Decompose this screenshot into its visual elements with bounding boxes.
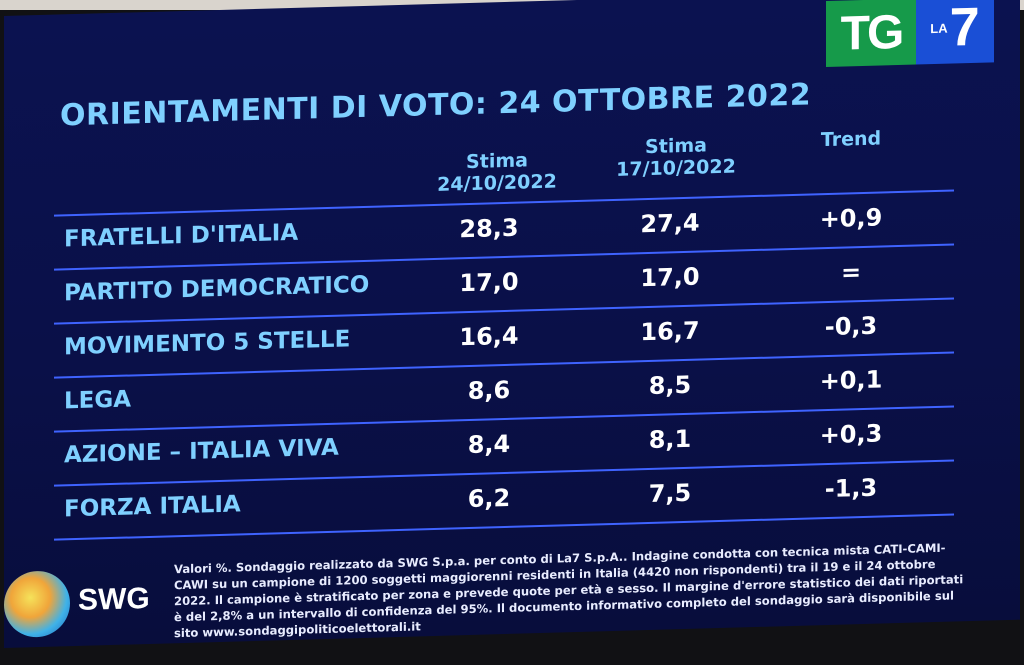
column-header-trend: Trend bbox=[820, 127, 882, 152]
value-previous: 27,4 bbox=[640, 208, 700, 239]
value-current: 8,6 bbox=[467, 375, 511, 406]
party-name: FORZA ITALIA bbox=[64, 491, 241, 523]
value-previous: 17,0 bbox=[640, 262, 700, 293]
value-trend: +0,1 bbox=[819, 365, 883, 396]
results-table: FRATELLI D'ITALIA 28,3 27,4 +0,9 PARTITO… bbox=[54, 189, 954, 541]
value-previous: 16,7 bbox=[640, 316, 700, 347]
column-header-current: Stima 24/10/2022 bbox=[422, 148, 572, 196]
value-trend: +0,9 bbox=[819, 203, 883, 234]
value-trend: -0,3 bbox=[824, 311, 878, 342]
column-header-current-line2: 24/10/2022 bbox=[437, 170, 557, 196]
party-name: FRATELLI D'ITALIA bbox=[64, 219, 299, 253]
party-name: MOVIMENTO 5 STELLE bbox=[64, 326, 351, 361]
tv-screen: TG LA 7 ORIENTAMENTI DI VOTO: 24 OTTOBRE… bbox=[4, 0, 1020, 649]
value-current: 8,4 bbox=[467, 429, 511, 460]
value-trend: -1,3 bbox=[824, 473, 878, 504]
column-header-previous-line2: 17/10/2022 bbox=[616, 155, 736, 181]
la7-logo: LA 7 bbox=[916, 0, 994, 65]
swg-brand: SWG bbox=[78, 581, 150, 617]
tg-logo-text: TG bbox=[840, 5, 902, 61]
party-name: PARTITO DEMOCRATICO bbox=[64, 271, 370, 307]
value-previous: 7,5 bbox=[648, 478, 692, 508]
la7-logo-seven: 7 bbox=[949, 0, 980, 58]
la7-logo-la: LA bbox=[930, 20, 948, 36]
value-current: 16,4 bbox=[459, 321, 519, 352]
swg-globe-icon bbox=[4, 570, 70, 638]
page-title: ORIENTAMENTI DI VOTO: 24 OTTOBRE 2022 bbox=[60, 77, 812, 134]
party-name: LEGA bbox=[64, 386, 132, 415]
value-trend: = bbox=[840, 258, 862, 287]
party-name: AZIONE – ITALIA VIVA bbox=[64, 434, 339, 469]
value-trend: +0,3 bbox=[819, 419, 883, 450]
value-previous: 8,5 bbox=[648, 370, 692, 400]
column-header-previous: Stima 17/10/2022 bbox=[596, 133, 756, 181]
value-current: 28,3 bbox=[459, 213, 519, 244]
value-current: 17,0 bbox=[459, 267, 519, 298]
tg-logo: TG bbox=[826, 0, 916, 68]
value-current: 6,2 bbox=[467, 483, 511, 514]
value-previous: 8,1 bbox=[648, 424, 692, 454]
